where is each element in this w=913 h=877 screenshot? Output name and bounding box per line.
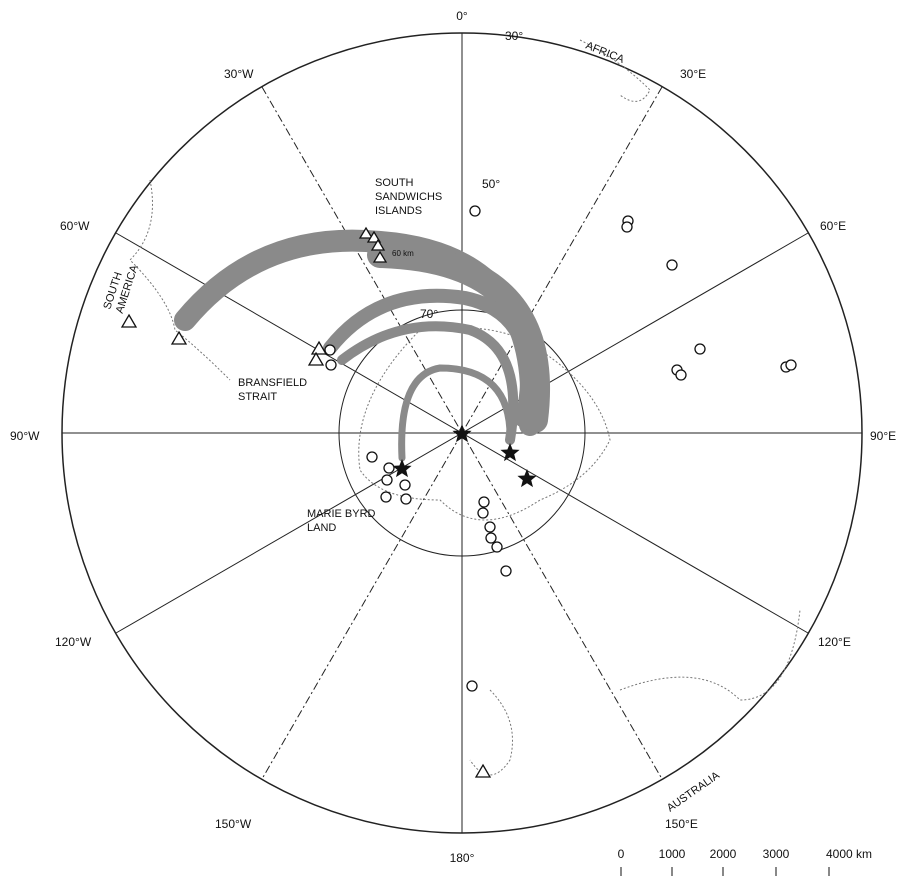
scale-label: 0 [618, 847, 625, 861]
region-label: BRANSFIELD STRAIT [238, 377, 307, 403]
region-label: MARIE BYRD LAND [307, 508, 376, 534]
meridian-label: 30°W [224, 67, 254, 81]
region-label: AUSTRALIA [665, 769, 722, 814]
meridian-label: 90°E [870, 429, 896, 443]
region-label: SOUTH SANDWICHS ISLANDS [375, 177, 442, 217]
meridian-label: 180° [450, 851, 475, 865]
meridian-label: 90°W [10, 429, 40, 443]
parallel-label: 50° [482, 177, 500, 191]
meridian-label: 60°W [60, 219, 90, 233]
labels: 0° 30°E 60°E 90°E 120°E 150°E 180° 150°W… [10, 9, 896, 865]
stars [392, 424, 537, 488]
arrow-label: 60 km [392, 249, 414, 258]
meridian-label: 60°E [820, 219, 846, 233]
meridian-label: 120°W [55, 635, 92, 649]
scale-label: 1000 [659, 847, 686, 861]
scale-label: 4000 km [826, 847, 872, 861]
scale-label: 2000 [710, 847, 737, 861]
parallel-label: 70° [420, 307, 438, 321]
scale-bar: 0 1000 2000 3000 4000 km [618, 847, 872, 876]
region-label: AFRICA [584, 40, 627, 66]
meridian-label: 150°W [215, 817, 252, 831]
meridian-label: 120°E [818, 635, 851, 649]
meridian-label: 0° [456, 9, 468, 23]
stations [120, 205, 797, 778]
parallel-label: 30° [505, 29, 523, 43]
coastlines [129, 39, 801, 776]
region-label: SOUTHAMERICA [101, 259, 140, 315]
meridian-label: 150°E [665, 817, 698, 831]
flow-arrows [174, 229, 551, 462]
scale-label: 3000 [763, 847, 790, 861]
meridian-label: 30°E [680, 67, 706, 81]
